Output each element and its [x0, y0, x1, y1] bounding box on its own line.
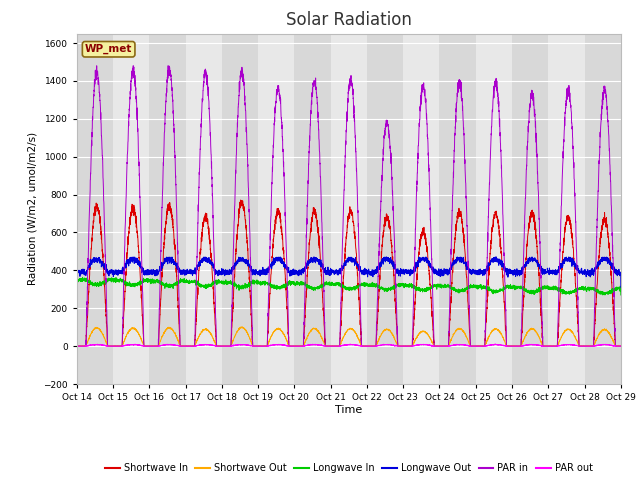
Bar: [331, 34, 367, 384]
PAR in: [471, 343, 479, 349]
Bar: [476, 34, 512, 384]
Shortwave Out: [617, 343, 625, 349]
PAR out: [73, 343, 81, 349]
Shortwave Out: [616, 343, 624, 349]
Shortwave In: [441, 343, 449, 349]
Bar: [186, 34, 222, 384]
Shortwave Out: [73, 343, 81, 349]
Shortwave Out: [502, 340, 509, 346]
Text: WP_met: WP_met: [85, 44, 132, 54]
Longwave In: [441, 284, 449, 289]
PAR in: [73, 343, 81, 349]
Shortwave Out: [329, 343, 337, 349]
Line: Longwave Out: Longwave Out: [77, 257, 621, 288]
Bar: [584, 34, 621, 384]
Longwave Out: [502, 267, 509, 273]
Shortwave In: [237, 197, 244, 203]
Bar: [258, 34, 294, 384]
Shortwave In: [616, 343, 624, 349]
Shortwave In: [502, 324, 509, 330]
Shortwave Out: [441, 343, 449, 349]
X-axis label: Time: Time: [335, 405, 362, 415]
Bar: [222, 34, 258, 384]
PAR in: [329, 343, 337, 349]
PAR in: [617, 343, 625, 349]
Shortwave In: [471, 343, 479, 349]
Shortwave In: [329, 343, 337, 349]
Shortwave In: [617, 343, 625, 349]
Bar: [548, 34, 584, 384]
PAR in: [171, 149, 179, 155]
Legend: Shortwave In, Shortwave Out, Longwave In, Longwave Out, PAR in, PAR out: Shortwave In, Shortwave Out, Longwave In…: [101, 459, 596, 477]
PAR out: [616, 343, 624, 349]
Line: Shortwave Out: Shortwave Out: [77, 327, 621, 346]
PAR out: [492, 341, 499, 347]
Longwave In: [616, 284, 624, 290]
Bar: [294, 34, 331, 384]
Longwave In: [73, 277, 81, 283]
Longwave Out: [329, 269, 337, 275]
PAR out: [441, 343, 449, 349]
Bar: [512, 34, 548, 384]
Title: Solar Radiation: Solar Radiation: [286, 11, 412, 29]
Longwave In: [79, 275, 86, 280]
Longwave Out: [617, 285, 625, 290]
Longwave In: [502, 283, 509, 289]
PAR out: [471, 343, 479, 349]
Bar: [77, 34, 113, 384]
Longwave In: [599, 292, 607, 298]
Line: Shortwave In: Shortwave In: [77, 200, 621, 346]
Line: Longwave In: Longwave In: [77, 277, 621, 295]
Longwave Out: [441, 270, 449, 276]
Shortwave Out: [471, 343, 479, 349]
PAR in: [164, 63, 172, 69]
PAR out: [328, 343, 336, 349]
PAR out: [617, 343, 625, 349]
PAR in: [441, 343, 449, 349]
PAR out: [336, 344, 344, 349]
PAR in: [502, 302, 509, 308]
Longwave Out: [73, 270, 81, 276]
Longwave In: [617, 292, 625, 298]
Bar: [367, 34, 403, 384]
Shortwave Out: [238, 324, 246, 330]
Bar: [403, 34, 440, 384]
Longwave Out: [616, 270, 624, 276]
Line: PAR in: PAR in: [77, 66, 621, 346]
Bar: [113, 34, 149, 384]
Bar: [149, 34, 186, 384]
Longwave Out: [471, 271, 479, 277]
Longwave In: [471, 284, 479, 290]
Longwave Out: [171, 261, 179, 266]
Shortwave Out: [171, 329, 179, 335]
Shortwave In: [171, 238, 179, 244]
PAR in: [616, 343, 624, 349]
Y-axis label: Radiation (W/m2, umol/m2/s): Radiation (W/m2, umol/m2/s): [28, 132, 38, 286]
Longwave In: [171, 282, 179, 288]
PAR out: [171, 342, 179, 348]
Bar: [440, 34, 476, 384]
Longwave Out: [129, 254, 136, 260]
Shortwave In: [73, 343, 81, 349]
Longwave In: [329, 281, 337, 287]
Line: PAR out: PAR out: [77, 344, 621, 347]
PAR out: [502, 343, 509, 349]
